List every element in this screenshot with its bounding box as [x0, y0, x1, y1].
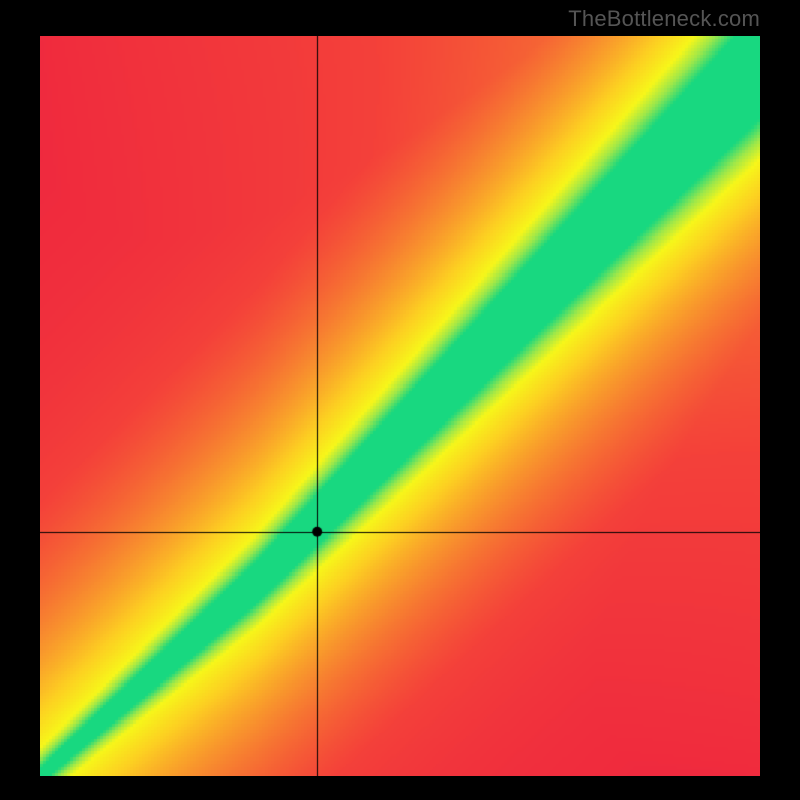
watermark-text: TheBottleneck.com [568, 6, 760, 32]
bottleneck-heatmap [40, 36, 760, 776]
chart-container: { "watermark": { "text": "TheBottleneck.… [0, 0, 800, 800]
